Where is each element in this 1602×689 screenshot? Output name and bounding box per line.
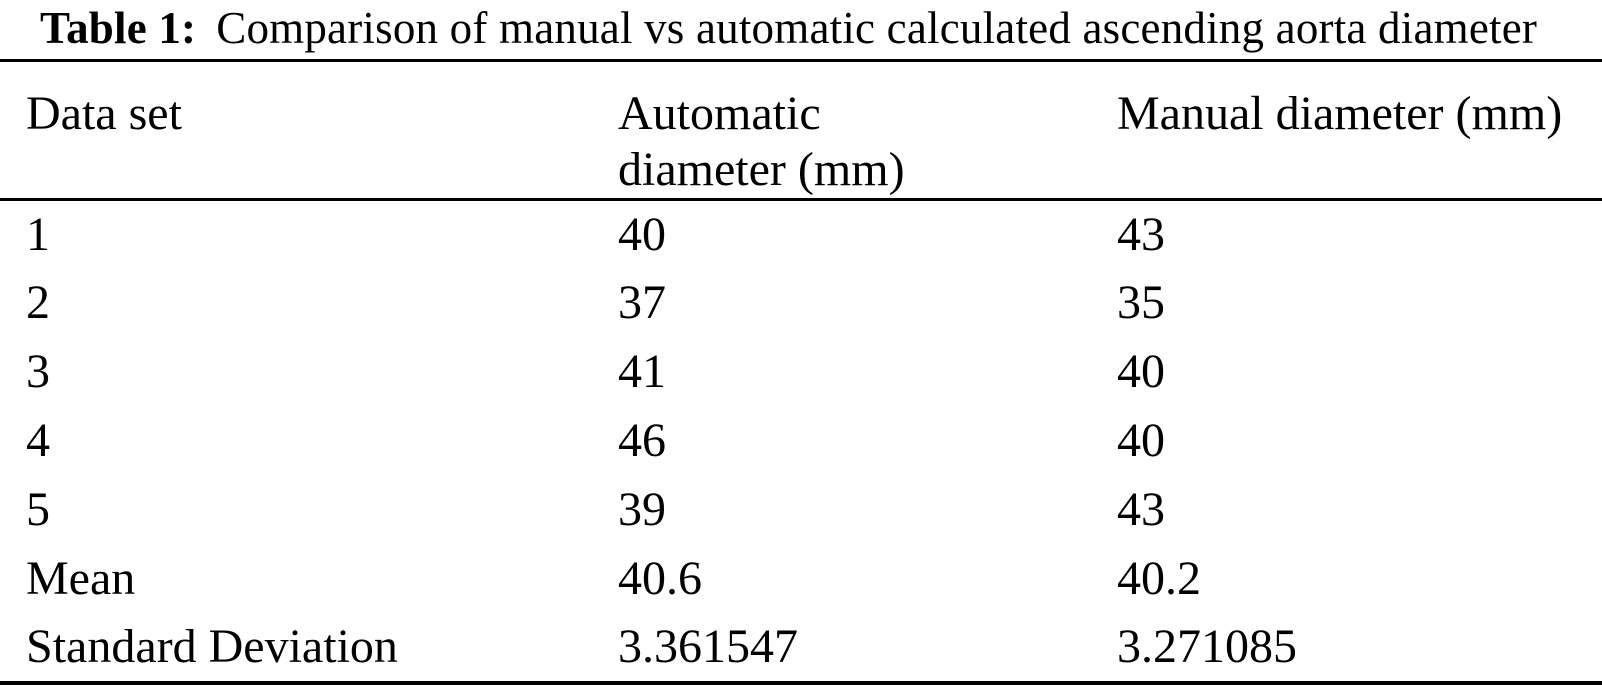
cell-dataset-label: 2 <box>26 276 50 329</box>
column-header-data-set: Data set <box>0 61 618 200</box>
header-row: Data set Automatic diameter (mm) Manual … <box>0 61 1602 200</box>
table-row: 3 41 40 <box>0 338 1602 407</box>
cell-dataset-label: 3 <box>26 345 50 398</box>
table-row: 2 37 35 <box>0 269 1602 338</box>
cell-manual-value: 3.271085 <box>1117 620 1297 673</box>
table-caption: Table 1: Comparison of manual vs automati… <box>0 0 1602 59</box>
table-row: 5 39 43 <box>0 476 1602 545</box>
column-header-manual-diameter-label: Manual diameter (mm) <box>1117 87 1563 140</box>
cell-manual-value: 40 <box>1117 345 1165 398</box>
table-row: 1 40 43 <box>0 200 1602 269</box>
cell-automatic-value: 39 <box>618 483 666 536</box>
cell-manual-value: 43 <box>1117 483 1165 536</box>
cell-dataset-label: Standard Deviation <box>26 620 398 673</box>
table-row: 4 46 40 <box>0 407 1602 476</box>
cell-manual-value: 43 <box>1117 207 1165 261</box>
cell-automatic-value: 3.361547 <box>618 620 798 673</box>
cell-manual-value: 35 <box>1117 276 1165 329</box>
cell-dataset-label: 5 <box>26 483 50 536</box>
bottom-margin <box>0 684 1602 689</box>
cell-automatic-value: 40 <box>618 207 666 261</box>
column-header-automatic-diameter-label: Automatic diameter (mm) <box>618 87 905 196</box>
cell-dataset-label: 1 <box>26 207 50 261</box>
cell-dataset-label: 4 <box>26 414 50 467</box>
column-header-manual-diameter: Manual diameter (mm) <box>1117 61 1602 200</box>
cell-manual-value: 40 <box>1117 414 1165 467</box>
cell-dataset-label: Mean <box>26 552 136 605</box>
column-header-automatic-diameter: Automatic diameter (mm) <box>618 61 1117 200</box>
cell-automatic-value: 37 <box>618 276 666 329</box>
table-row-mean: Mean 40.6 40.2 <box>0 545 1602 614</box>
table-row-standard-deviation: Standard Deviation 3.361547 3.271085 <box>0 614 1602 683</box>
cell-automatic-value: 46 <box>618 414 666 467</box>
table-caption-text: Comparison of manual vs automatic calcul… <box>216 3 1538 53</box>
column-header-data-set-label: Data set <box>26 87 182 140</box>
cell-automatic-value: 40.6 <box>618 552 702 605</box>
data-table: Data set Automatic diameter (mm) Manual … <box>0 59 1602 685</box>
cell-automatic-value: 41 <box>618 345 666 398</box>
table-caption-label: Table 1: <box>40 3 197 53</box>
cell-manual-value: 40.2 <box>1117 552 1201 605</box>
